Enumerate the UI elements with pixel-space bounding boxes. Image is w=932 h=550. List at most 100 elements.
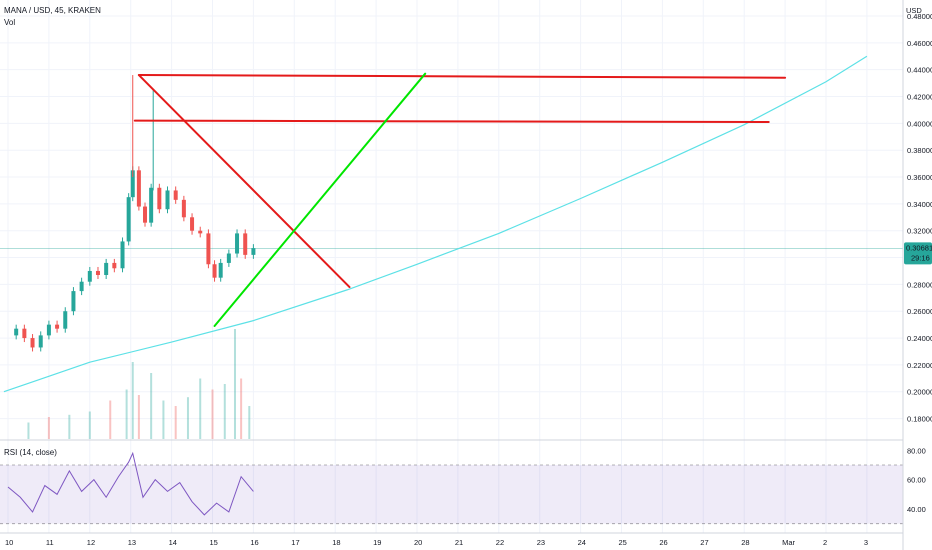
volume-bar bbox=[68, 414, 71, 439]
candle-body bbox=[63, 311, 68, 329]
volume-bar bbox=[47, 417, 50, 439]
rsi-tick-label: 40.00 bbox=[907, 505, 926, 514]
time-tick-label: 17 bbox=[291, 538, 299, 547]
candle-body bbox=[95, 270, 100, 275]
candle-body bbox=[226, 253, 231, 263]
candle-body bbox=[235, 233, 240, 254]
symbol-title[interactable]: MANA / USD, 45, KRAKEN bbox=[4, 6, 101, 15]
price-tick-label: 0.28000 bbox=[907, 280, 932, 289]
volume-bar bbox=[223, 384, 226, 439]
volume-bars bbox=[27, 329, 251, 439]
price-tick-label: 0.18000 bbox=[907, 415, 932, 424]
rsi-axis: 80.00 60.00 40.00 bbox=[907, 446, 926, 514]
time-tick-label: Mar bbox=[782, 538, 795, 547]
candle-body bbox=[165, 190, 170, 210]
time-tick-label: 12 bbox=[87, 538, 95, 547]
volume-bar bbox=[211, 389, 214, 439]
time-tick-label: 19 bbox=[373, 538, 381, 547]
candle-body bbox=[173, 190, 178, 200]
time-tick-label: 21 bbox=[455, 538, 463, 547]
candle-body bbox=[38, 335, 43, 348]
candle-body bbox=[136, 170, 141, 207]
price-tick-label: 0.20000 bbox=[907, 388, 932, 397]
time-tick-label: 15 bbox=[210, 538, 218, 547]
candle-body bbox=[30, 338, 35, 348]
price-tick-label: 0.22000 bbox=[907, 361, 932, 370]
candle-body bbox=[14, 328, 19, 336]
volume-bar bbox=[125, 389, 128, 439]
price-tick-label: 0.38000 bbox=[907, 146, 932, 155]
volume-bar bbox=[27, 422, 30, 439]
volume-bar bbox=[162, 400, 165, 439]
price-tick-label: 0.26000 bbox=[907, 307, 932, 316]
time-tick-label: 23 bbox=[537, 538, 545, 547]
price-axis[interactable]: 0.48000 0.46000 0.44000 0.42000 0.40000 0.380… bbox=[907, 12, 932, 424]
candle-body bbox=[46, 324, 51, 336]
time-tick-label: 3 bbox=[864, 538, 868, 547]
time-tick-label: 16 bbox=[250, 538, 258, 547]
candle-body bbox=[143, 206, 148, 223]
time-tick-label: 2 bbox=[823, 538, 827, 547]
volume-bar bbox=[150, 373, 153, 439]
candle-body bbox=[126, 197, 131, 242]
grid bbox=[0, 0, 903, 533]
price-tick-label: 0.48000 bbox=[907, 12, 932, 21]
price-tick-label: 0.32000 bbox=[907, 227, 932, 236]
candle-body bbox=[190, 217, 195, 231]
volume-bar bbox=[186, 397, 189, 439]
time-tick-label: 28 bbox=[741, 538, 749, 547]
rsi-series bbox=[7, 451, 254, 516]
candle-body bbox=[55, 324, 60, 329]
candle-body bbox=[79, 281, 84, 292]
volume-bar bbox=[131, 362, 134, 439]
price-tick-label: 0.46000 bbox=[907, 39, 932, 48]
volume-bar bbox=[248, 406, 251, 439]
last-price-value: 0.30681 bbox=[906, 243, 932, 252]
price-tick-label: 0.40000 bbox=[907, 119, 932, 128]
volume-bar bbox=[240, 378, 243, 439]
price-series bbox=[14, 75, 256, 352]
candle-body bbox=[104, 262, 109, 275]
time-tick-label: 22 bbox=[496, 538, 504, 547]
red-horizontal-top bbox=[137, 74, 787, 79]
price-tick-label: 0.36000 bbox=[907, 173, 932, 182]
candle-body bbox=[22, 328, 27, 339]
candle-body bbox=[149, 187, 154, 223]
bar-countdown: 29:16 bbox=[911, 253, 930, 262]
candle-body bbox=[157, 187, 162, 210]
time-tick-label: 25 bbox=[619, 538, 627, 547]
time-tick-label: 11 bbox=[46, 538, 54, 547]
price-unit: USD bbox=[906, 6, 922, 15]
rsi-label[interactable]: RSI (14, close) bbox=[4, 448, 57, 457]
time-tick-label: 13 bbox=[128, 538, 136, 547]
time-tick-label: 26 bbox=[659, 538, 667, 547]
time-tick-label: 18 bbox=[332, 538, 340, 547]
candle-body bbox=[243, 233, 248, 255]
time-axis[interactable]: 10 11 12 13 14 15 16 17 18 19 20 21 22 23 24 25 26 27 28 Ma… bbox=[5, 538, 868, 547]
price-tick-label: 0.44000 bbox=[907, 66, 932, 75]
trend-drawings[interactable] bbox=[3, 55, 868, 393]
candle-body bbox=[120, 241, 125, 269]
time-tick-label: 14 bbox=[169, 538, 177, 547]
red-diagonal bbox=[137, 74, 351, 289]
time-tick-label: 27 bbox=[700, 538, 708, 547]
price-tick-label: 0.24000 bbox=[907, 334, 932, 343]
time-tick-label: 10 bbox=[5, 538, 13, 547]
volume-label[interactable]: Vol bbox=[4, 18, 15, 27]
candle-body bbox=[206, 233, 211, 265]
time-tick-label: 20 bbox=[414, 538, 422, 547]
volume-bar bbox=[137, 395, 140, 439]
rsi-tick-label: 80.00 bbox=[907, 446, 926, 455]
candle-body bbox=[130, 170, 135, 198]
last-price-badge bbox=[904, 242, 932, 265]
candle-body bbox=[212, 264, 217, 278]
rsi-band bbox=[0, 465, 903, 524]
volume-bar bbox=[233, 329, 236, 439]
volume-bar bbox=[88, 411, 91, 439]
candle-body bbox=[198, 230, 203, 234]
price-tick-label: 0.34000 bbox=[907, 200, 932, 209]
volume-bar bbox=[174, 406, 177, 439]
candle-body bbox=[181, 199, 186, 218]
